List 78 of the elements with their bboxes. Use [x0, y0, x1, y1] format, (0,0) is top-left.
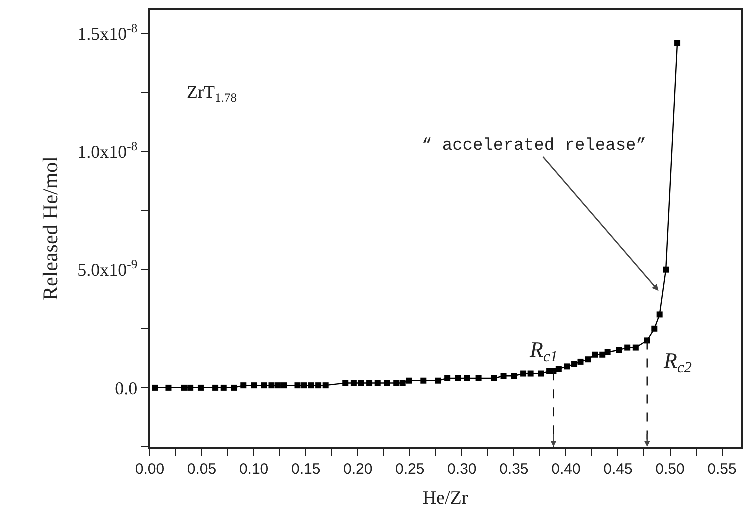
y-tick-label: 5.0x10$^{-9}$: [78, 258, 138, 280]
x-tick-label: 0.50: [656, 460, 685, 478]
point: [294, 382, 301, 389]
point: [308, 382, 314, 389]
point: [212, 384, 219, 391]
point: [528, 370, 534, 377]
point: [181, 384, 188, 391]
x-axis-title: He/Zr: [422, 488, 469, 510]
point: [274, 382, 281, 389]
annotation: R$_{c1}$: [529, 337, 558, 366]
point: [394, 380, 400, 386]
point: [350, 380, 357, 386]
point: [500, 373, 507, 380]
x-tick-label: 0.05: [187, 460, 217, 478]
point: [572, 361, 578, 368]
point: [322, 382, 329, 389]
x-tick-label: 0.20: [344, 460, 373, 478]
point: [520, 370, 527, 377]
point: [166, 384, 172, 391]
point: [444, 376, 451, 382]
y-tick-label: 1.0x10$^{-8}$: [78, 139, 138, 162]
x-tick-label: 0.40: [552, 460, 581, 478]
point: [592, 352, 598, 358]
point: [644, 338, 650, 344]
point: [251, 382, 258, 389]
point: [384, 380, 390, 386]
point: [152, 384, 158, 391]
point: [585, 356, 592, 363]
point: [491, 376, 498, 382]
point: [578, 358, 584, 365]
annotation: R$_{c2}$: [663, 348, 692, 377]
y-tick-label: 0.0: [115, 378, 138, 398]
point: [268, 382, 275, 389]
point: [220, 384, 227, 391]
x-tick-label: 0.55: [708, 460, 737, 478]
point: [538, 370, 544, 377]
point: [374, 380, 381, 386]
point: [616, 347, 622, 354]
point: [652, 326, 658, 332]
x-tick-label: 0.45: [604, 460, 633, 478]
point: [511, 373, 518, 380]
x-tick-label: 0.30: [448, 460, 477, 478]
point: [624, 344, 631, 351]
annotation: ZrT$_{1.78}$: [187, 82, 238, 105]
point: [656, 312, 663, 318]
point: [188, 384, 194, 391]
x-tick-label: 0.25: [396, 460, 425, 478]
point: [604, 350, 611, 356]
y-tick-label: 1.5x10$^{-8}$: [78, 21, 138, 44]
point: [281, 382, 288, 389]
point: [400, 380, 406, 386]
point: [316, 382, 322, 389]
x-tick-label: 0.15: [291, 460, 321, 478]
x-tick-label: 0.00: [135, 460, 165, 478]
point: [454, 376, 461, 382]
point: [600, 352, 606, 358]
point: [300, 382, 307, 389]
point: [366, 380, 373, 386]
point: [358, 380, 364, 386]
annotation: “ accelerated release”: [422, 137, 646, 156]
point: [476, 376, 482, 382]
point: [420, 378, 427, 384]
y-axis-title: Released He/mol: [38, 156, 62, 301]
x-tick-label: 0.35: [500, 460, 529, 478]
point: [198, 384, 204, 391]
point: [464, 376, 470, 382]
point: [231, 384, 238, 391]
point: [674, 40, 681, 46]
point: [240, 382, 247, 389]
point: [663, 266, 670, 273]
point: [406, 378, 412, 384]
point: [632, 344, 639, 351]
x-tick-label: 0.10: [239, 460, 269, 478]
point: [261, 382, 268, 389]
point: [556, 366, 562, 372]
point: [564, 364, 570, 370]
point: [435, 378, 442, 384]
point: [342, 380, 349, 386]
